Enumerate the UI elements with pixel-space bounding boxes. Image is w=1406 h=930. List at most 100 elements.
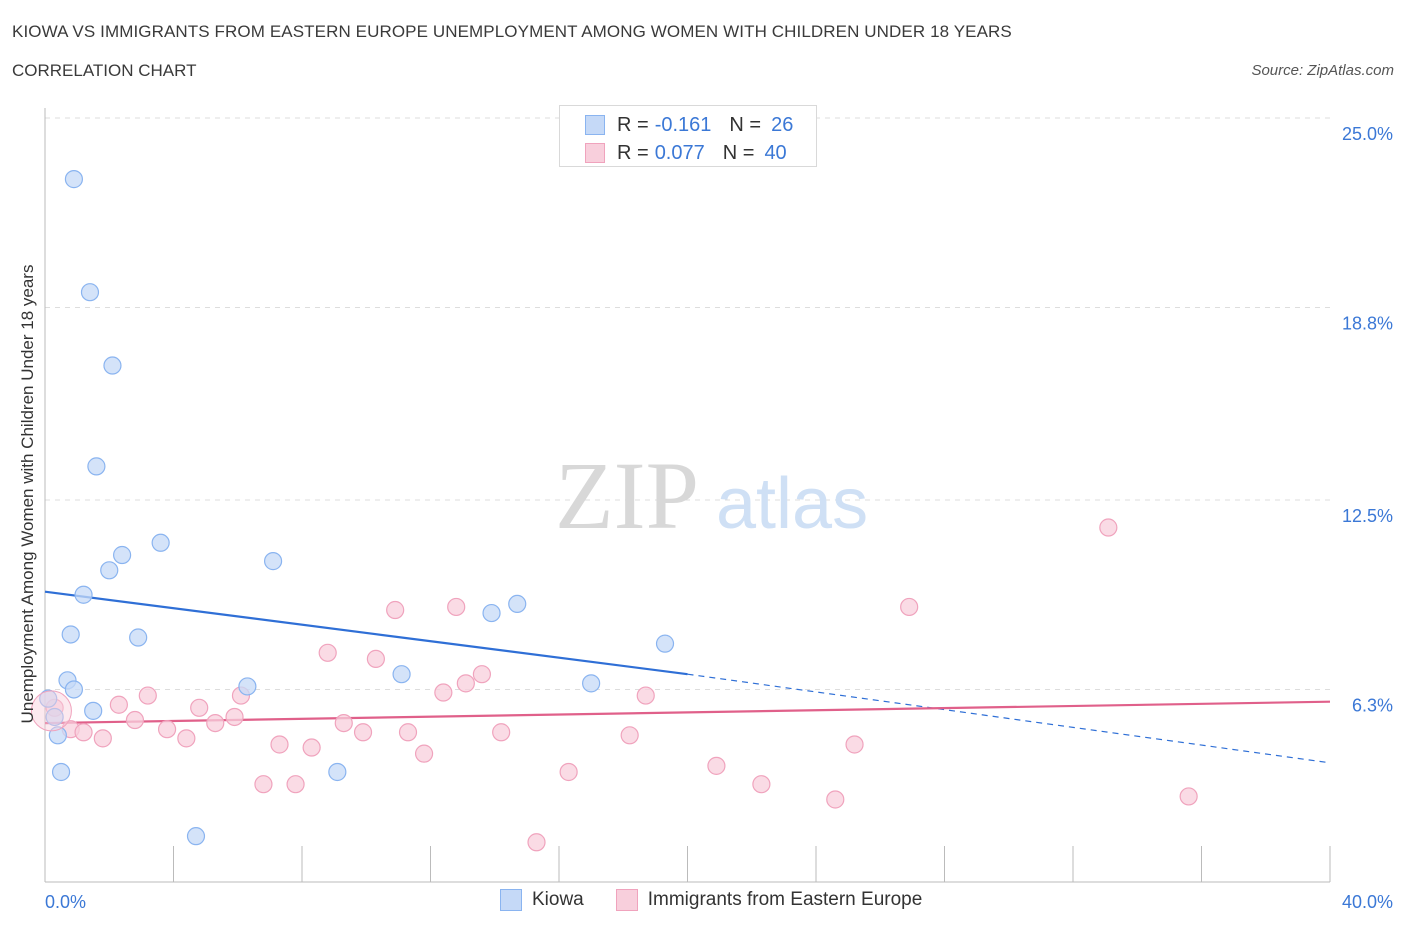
r-label: R = — [617, 141, 649, 164]
watermark: ZIP atlas — [555, 442, 868, 549]
data-point-series-1 — [286, 775, 305, 794]
kiowa-swatch — [585, 115, 605, 135]
data-point-series-0 — [39, 689, 58, 708]
data-point-series-0 — [151, 533, 170, 552]
data-point-series-1 — [434, 683, 453, 702]
kiowa-legend-label: Kiowa — [532, 889, 584, 910]
y-tick-label: 6.3% — [1352, 695, 1393, 715]
data-point-series-1 — [334, 713, 353, 733]
data-point-series-1 — [620, 726, 639, 745]
y-tick-label: 25.0% — [1342, 124, 1393, 144]
data-point-series-1 — [93, 729, 112, 748]
data-point-series-1 — [386, 600, 405, 620]
data-point-series-1 — [845, 735, 864, 754]
data-point-series-1 — [302, 738, 321, 757]
n-value-kiowa: 26 — [771, 113, 794, 136]
data-point-series-1 — [206, 713, 225, 733]
r-value-eastern-europe: 0.077 — [654, 141, 705, 164]
data-point-series-0 — [582, 674, 601, 693]
data-point-series-1 — [190, 698, 209, 717]
y-tick-label: 12.5% — [1342, 506, 1393, 526]
data-point-series-0 — [186, 827, 206, 846]
chart-title: KIOWA VS IMMIGRANTS FROM EASTERN EUROPE … — [12, 22, 1012, 41]
r-value-kiowa: -0.161 — [654, 113, 712, 136]
chart-subtitle: CORRELATION CHART — [12, 61, 197, 80]
y-axis-label: Unemployment Among Women with Children U… — [18, 264, 37, 724]
data-point-series-1 — [826, 790, 845, 809]
axes — [44, 108, 1331, 883]
data-point-series-0 — [482, 603, 501, 623]
data-point-series-0 — [238, 677, 257, 696]
data-point-series-1 — [492, 723, 511, 742]
data-point-series-1 — [177, 729, 196, 748]
eastern-europe-legend-swatch — [615, 889, 638, 911]
data-point-series-1 — [270, 735, 289, 754]
data-point-series-1 — [138, 686, 157, 705]
x-tick-label: 0.0% — [45, 892, 86, 912]
data-point-series-0 — [51, 762, 71, 782]
data-point-series-0 — [392, 665, 411, 684]
trend-line-extension-series-0 — [687, 673, 1331, 764]
data-point-series-1 — [559, 762, 578, 782]
stats-legend: R = -0.161 N = 26 R = 0.077 N = 40 — [559, 105, 817, 167]
data-point-series-0 — [129, 628, 148, 647]
data-point-series-0 — [64, 170, 84, 189]
data-point-series-0 — [45, 707, 64, 727]
data-point-series-0 — [64, 680, 84, 699]
data-point-series-1 — [636, 686, 655, 705]
data-point-series-0 — [100, 561, 119, 580]
data-point-series-1 — [353, 723, 373, 742]
data-point-series-0 — [263, 552, 283, 571]
eastern-europe-swatch — [585, 143, 605, 163]
trend-line-series-1 — [44, 700, 1331, 725]
n-value-eastern-europe: 40 — [764, 141, 787, 164]
data-point-series-1 — [447, 597, 466, 617]
data-point-series-0 — [84, 701, 103, 720]
data-point-series-1 — [109, 695, 128, 714]
data-point-series-1 — [1179, 787, 1198, 806]
r-label: R = — [617, 113, 649, 136]
stats-row-eastern-europe: R = 0.077 N = 40 — [585, 141, 787, 165]
data-point-series-1 — [456, 674, 475, 693]
data-point-series-1 — [225, 707, 244, 727]
data-points — [30, 170, 1198, 852]
data-point-series-1 — [74, 723, 93, 742]
trend-line-series-0 — [44, 590, 688, 676]
data-point-series-1 — [318, 643, 337, 662]
data-point-series-1 — [398, 723, 418, 742]
data-point-series-0 — [87, 457, 106, 476]
eastern-europe-legend-label: Immigrants from Eastern Europe — [647, 889, 923, 910]
data-point-series-1 — [366, 649, 385, 669]
watermark-atlas: atlas — [716, 464, 868, 544]
grid-lines — [45, 117, 1330, 690]
data-point-series-1-cluster — [30, 690, 72, 732]
kiowa-legend-swatch — [500, 889, 522, 911]
data-point-series-1 — [752, 775, 771, 794]
tick-labels: 6.3% 12.5% 18.8% 25.0% 0.0% 40.0% — [45, 124, 1393, 912]
data-point-series-0 — [103, 356, 122, 375]
data-point-series-1 — [157, 720, 177, 739]
data-point-series-1 — [472, 665, 491, 684]
series-legend: Kiowa Immigrants from Eastern Europe — [500, 889, 954, 911]
data-point-series-1 — [527, 833, 546, 852]
stats-row-kiowa: R = -0.161 N = 26 — [585, 113, 793, 137]
legend-item-kiowa[interactable]: Kiowa — [500, 889, 584, 911]
legend-item-eastern-europe[interactable]: Immigrants from Eastern Europe — [615, 889, 923, 911]
n-label: N = — [729, 113, 762, 136]
data-point-series-0 — [61, 625, 80, 644]
data-point-series-1 — [900, 597, 919, 617]
watermark-zip: ZIP — [555, 442, 699, 549]
data-point-series-0 — [80, 283, 100, 302]
trend-lines — [44, 590, 1331, 764]
x-tick-label: 40.0% — [1342, 892, 1393, 912]
data-point-series-0 — [508, 594, 527, 614]
n-label: N = — [722, 141, 755, 164]
data-point-series-0 — [74, 585, 93, 604]
data-point-series-1 — [125, 710, 145, 730]
y-tick-label: 18.8% — [1342, 313, 1393, 333]
data-point-series-0 — [655, 634, 675, 653]
data-point-series-1 — [414, 744, 434, 763]
data-point-series-1 — [707, 756, 726, 775]
data-point-series-1 — [1099, 518, 1118, 537]
